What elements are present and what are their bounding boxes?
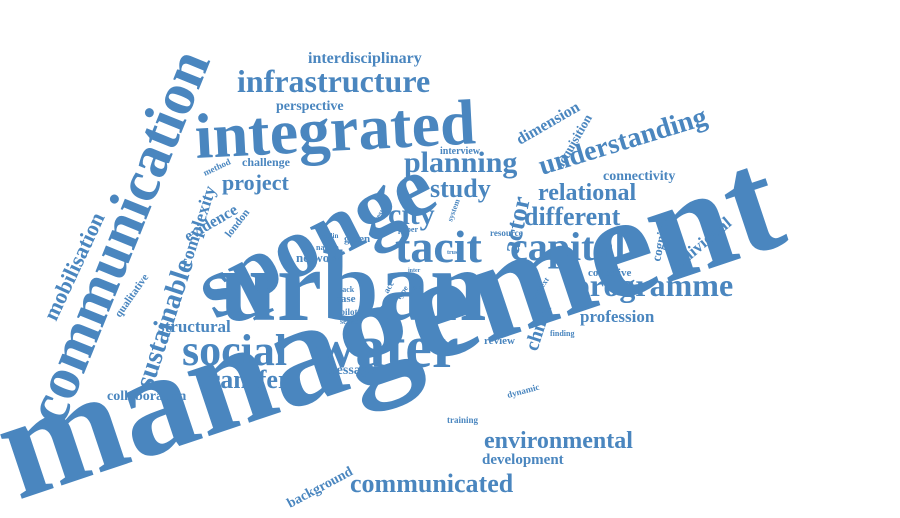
word-study: study <box>430 174 491 203</box>
word-connectivity: connectivity <box>603 169 675 184</box>
word-collective: collective <box>588 267 631 279</box>
word-sense: sense <box>340 317 358 326</box>
word-trust: trust <box>447 250 459 256</box>
word-communicated: communicated <box>350 469 514 498</box>
word-review: review <box>484 335 515 347</box>
word-nature: nature <box>316 243 339 252</box>
word-gap: gap <box>412 285 422 291</box>
word-collin: collin <box>322 232 338 240</box>
word-structural: structural <box>158 317 231 336</box>
word-project: project <box>222 170 289 195</box>
word-environmental: environmental <box>484 428 633 454</box>
word-inter: inter <box>408 268 421 274</box>
word-finding: finding <box>550 329 574 338</box>
word-paper: paper <box>398 225 418 234</box>
word-perspective: perspective <box>276 99 344 114</box>
word-training: training <box>447 415 479 425</box>
word-background: background <box>285 464 356 511</box>
word-resource: resource <box>490 228 523 238</box>
word-infrastructure: infrastructure <box>237 63 430 99</box>
word-network: network <box>296 250 343 265</box>
word-challenge: challenge <box>242 155 291 169</box>
word-green: green <box>344 233 370 245</box>
word-message: message <box>325 363 374 378</box>
word-case: case <box>336 293 356 305</box>
word-pilot: pilot <box>340 307 358 317</box>
word-dynamic: dynamic <box>506 382 540 400</box>
word-interview: interview <box>440 146 481 157</box>
word-interdisciplinary: interdisciplinary <box>308 50 422 67</box>
word-different: different <box>524 202 621 231</box>
word-transfer: transfer <box>200 365 290 394</box>
word-collaboration: collaboration <box>107 389 187 404</box>
word-profession: profession <box>580 307 655 326</box>
word-development: development <box>482 452 564 468</box>
